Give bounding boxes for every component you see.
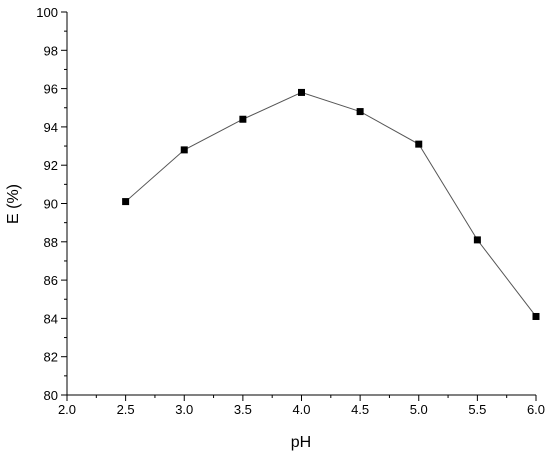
data-point-marker xyxy=(473,236,481,244)
y-axis-title: E (%) xyxy=(5,184,22,224)
y-tick-label: 90 xyxy=(44,197,58,212)
y-tick-label: 92 xyxy=(44,158,58,173)
data-point-marker xyxy=(239,115,247,123)
y-tick-label: 82 xyxy=(44,350,58,365)
x-tick-label: 2.0 xyxy=(58,402,76,417)
x-tick-label: 6.0 xyxy=(527,402,545,417)
data-point-marker xyxy=(298,88,305,96)
x-tick-label: 2.5 xyxy=(117,402,135,417)
y-tick-label: 88 xyxy=(44,235,58,250)
data-point-marker xyxy=(532,312,540,320)
data-point-marker xyxy=(180,146,188,154)
y-tick-label: 96 xyxy=(44,82,58,97)
ticks: 2.0 2.5 3.0 3.5 4.0 4.5 5.0 5.5 6.0 80 82 84 86 88 90 9… xyxy=(36,5,545,417)
x-tick-label: 4.0 xyxy=(292,402,310,417)
y-tick-label: 100 xyxy=(36,5,58,20)
data-point-marker xyxy=(415,140,423,148)
x-axis-title: pH xyxy=(291,434,311,451)
x-tick-label: 3.0 xyxy=(175,402,193,417)
series-line xyxy=(125,91,537,317)
x-tick-label: 3.5 xyxy=(234,402,252,417)
x-tick-label: 5.5 xyxy=(468,402,486,417)
data-series xyxy=(122,88,540,320)
x-tick-label: 5.0 xyxy=(410,402,428,417)
y-tick-label: 86 xyxy=(44,273,58,288)
y-tick-label: 98 xyxy=(44,43,58,58)
y-tick-label: 84 xyxy=(44,311,58,326)
y-tick-label: 94 xyxy=(44,120,58,135)
data-point-marker xyxy=(122,198,130,206)
data-point-marker xyxy=(356,108,364,116)
x-tick-label: 4.5 xyxy=(351,402,369,417)
axes xyxy=(66,12,536,396)
y-tick-label: 80 xyxy=(44,388,58,403)
